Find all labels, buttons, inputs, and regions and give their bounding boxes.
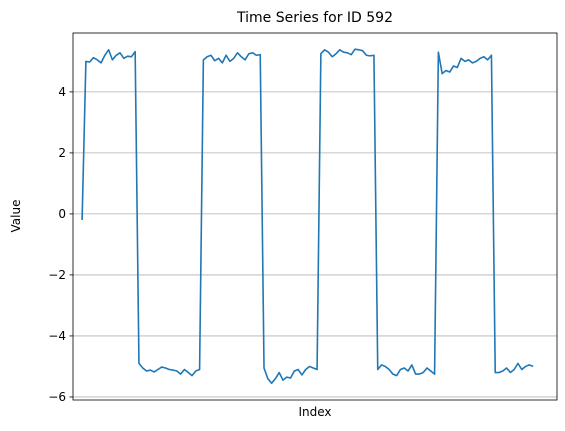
- y-tick-label: 2: [58, 146, 66, 160]
- x-axis-label: Index: [298, 405, 331, 419]
- line-series: [81, 48, 534, 385]
- plot-frame: [72, 32, 558, 401]
- y-axis-label: Value: [9, 200, 23, 233]
- chart-title: Time Series for ID 592: [236, 10, 393, 26]
- y-tick-label: 0: [58, 207, 66, 221]
- y-tick-label: −4: [48, 329, 66, 343]
- y-tick-label: 4: [58, 85, 66, 99]
- y-tick-label: −2: [48, 268, 66, 282]
- y-tick-label: −6: [48, 390, 66, 404]
